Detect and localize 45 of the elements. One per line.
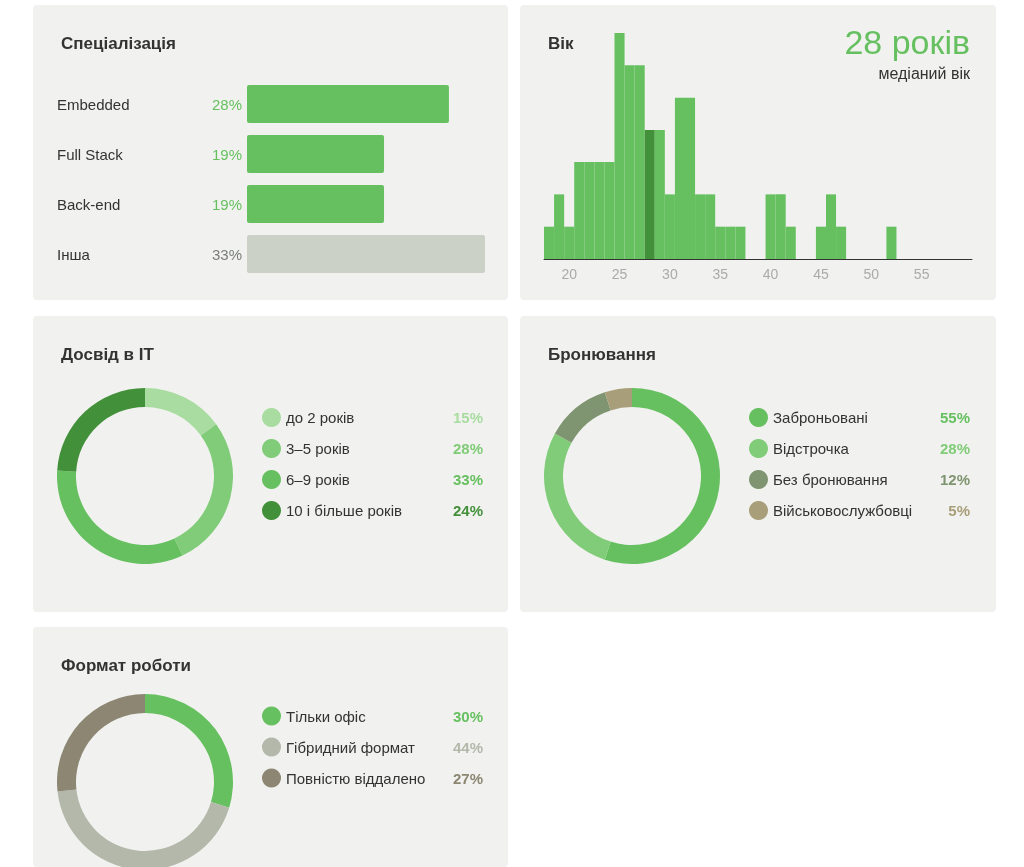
data-label: 33% bbox=[452, 471, 483, 488]
chart-title: Вік bbox=[548, 34, 574, 53]
data-label: 28% bbox=[452, 440, 483, 457]
data-label: 44% bbox=[452, 738, 483, 756]
x-tick-label: 20 bbox=[561, 266, 578, 282]
data-label: 28% bbox=[211, 95, 242, 113]
y-tick-label: Embedded bbox=[57, 95, 130, 113]
legend-label: 6–9 років bbox=[286, 471, 350, 488]
x-tick-label: 35 bbox=[712, 266, 729, 282]
data-label: 28% bbox=[939, 440, 970, 457]
legend-label: до 2 років bbox=[286, 409, 355, 426]
legend-label: Відстрочка bbox=[773, 440, 850, 457]
chart-title: Спеціалізація bbox=[61, 34, 176, 53]
legend-label: Військовослужбовці bbox=[773, 502, 913, 519]
x-tick-label: 25 bbox=[611, 266, 628, 282]
legend-label: 10 і більше років bbox=[286, 502, 402, 519]
x-tick-label: 50 bbox=[863, 266, 880, 282]
data-label: 27% bbox=[452, 769, 483, 787]
data-label: 19% bbox=[211, 195, 242, 213]
data-label: 33% bbox=[211, 245, 242, 263]
legend-label: Без бронювання bbox=[773, 471, 888, 488]
data-label: 30% bbox=[452, 707, 483, 725]
legend-label: Гібридний формат bbox=[286, 738, 416, 756]
y-tick-label: Інша bbox=[57, 245, 91, 263]
x-tick-label: 45 bbox=[813, 266, 829, 282]
chart-title: Досвід в IT bbox=[61, 345, 155, 364]
legend-label: Повністю віддалено bbox=[286, 769, 426, 787]
legend-label: Тільки офіс bbox=[286, 707, 367, 725]
y-tick-label: Back-end bbox=[57, 195, 121, 213]
data-label: 19% bbox=[211, 145, 242, 163]
legend-label: 3–5 років bbox=[286, 440, 350, 457]
legend-label: Заброньовані bbox=[773, 409, 868, 426]
chart-title: Формат роботи bbox=[61, 656, 191, 675]
chart-title: Бронювання bbox=[548, 345, 656, 364]
annotation: медіаний вік bbox=[878, 64, 971, 82]
data-label: 15% bbox=[452, 409, 483, 426]
data-label: 55% bbox=[939, 409, 970, 426]
data-label: 12% bbox=[939, 471, 970, 488]
data-label: 5% bbox=[948, 502, 970, 519]
data-label: 24% bbox=[452, 502, 483, 519]
x-tick-label: 30 bbox=[662, 266, 678, 282]
y-tick-label: Full Stack bbox=[57, 145, 124, 163]
annotation: 28 років bbox=[844, 23, 970, 61]
x-tick-label: 55 bbox=[913, 266, 930, 282]
x-tick-label: 40 bbox=[762, 266, 779, 282]
